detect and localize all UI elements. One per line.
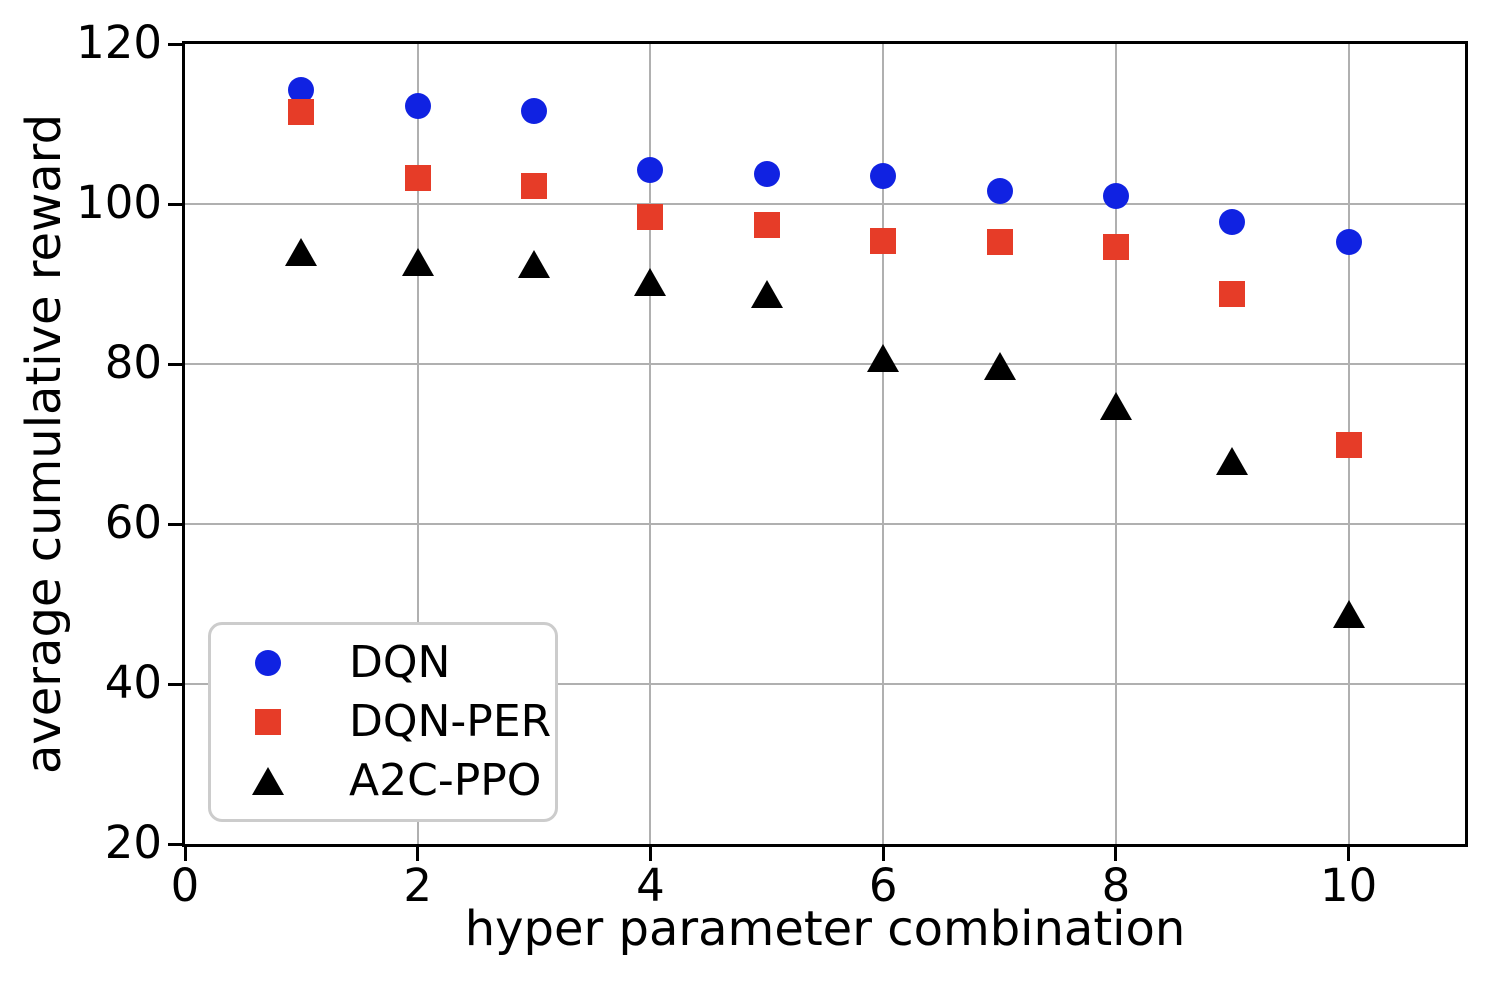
legend-item-label: DQN	[349, 636, 451, 688]
triangle-marker-icon	[251, 764, 285, 798]
data-point-dqn-per	[288, 99, 315, 125]
data-point-a2c-ppo	[867, 343, 900, 372]
legend-item-label: A2C-PPO	[349, 755, 542, 807]
data-point-dqn-per	[753, 211, 780, 238]
x-tick-label: 0	[170, 859, 200, 912]
y-tick-label: 20	[104, 816, 162, 869]
data-point-dqn-per	[870, 227, 897, 254]
data-point-a2c-ppo	[285, 238, 318, 266]
legend-item-label: DQN-PER	[349, 695, 552, 747]
y-tick-label: 80	[104, 336, 162, 389]
data-point-dqn-per	[1102, 234, 1129, 261]
x-tick	[183, 847, 187, 861]
data-point-dqn-per	[986, 229, 1013, 256]
x-tick	[416, 847, 420, 861]
data-point-a2c-ppo	[634, 268, 667, 297]
legend: DQN DQN-PER A2C-PPO	[208, 622, 558, 822]
data-point-dqn	[986, 178, 1013, 205]
data-point-a2c-ppo	[983, 352, 1016, 381]
legend-item-a2c-ppo: A2C-PPO	[211, 759, 555, 803]
data-point-a2c-ppo	[1099, 391, 1132, 420]
data-point-dqn	[637, 157, 664, 184]
x-tick-label: 2	[403, 859, 433, 912]
data-point-a2c-ppo	[1216, 446, 1249, 475]
data-point-a2c-ppo	[1332, 600, 1365, 629]
y-tick	[168, 202, 182, 206]
data-point-dqn	[1219, 208, 1246, 235]
y-tick	[168, 842, 182, 846]
x-tick	[648, 847, 652, 861]
y-gridline	[185, 683, 1465, 685]
data-point-a2c-ppo	[518, 250, 551, 278]
legend-item-dqn: DQN	[211, 636, 555, 688]
x-gridline	[649, 44, 652, 844]
data-point-dqn	[753, 160, 780, 187]
y-gridline	[185, 363, 1465, 365]
x-tick-label: 6	[868, 859, 898, 912]
y-tick	[168, 522, 182, 526]
data-point-dqn-per	[1335, 431, 1362, 458]
x-tick	[1347, 847, 1351, 861]
x-tick-label: 4	[636, 859, 665, 912]
y-axis-label: average cumulative reward	[16, 113, 72, 775]
data-point-dqn	[1102, 183, 1129, 209]
data-point-dqn	[1335, 229, 1362, 256]
data-point-dqn	[870, 163, 897, 189]
x-tick	[881, 847, 885, 861]
x-gridline	[416, 44, 419, 844]
x-tick-label: 10	[1319, 859, 1378, 912]
x-tick	[1114, 847, 1118, 861]
data-point-a2c-ppo	[401, 248, 434, 277]
circle-marker-icon	[251, 646, 285, 680]
data-point-dqn-per	[521, 173, 548, 200]
x-axis-label: hyper parameter combination	[464, 901, 1186, 957]
x-gridline	[1114, 44, 1117, 844]
legend-item-dqn-per: DQN-PER	[211, 695, 555, 747]
data-point-dqn-per	[637, 203, 664, 230]
y-tick-label: 100	[76, 176, 162, 229]
data-point-dqn	[404, 93, 431, 120]
y-tick-label: 120	[76, 16, 162, 69]
y-tick	[168, 42, 182, 46]
x-tick-label: 8	[1101, 859, 1131, 912]
data-point-dqn-per	[404, 164, 431, 191]
data-point-dqn	[521, 98, 548, 125]
y-tick	[168, 682, 182, 686]
y-gridline	[185, 523, 1465, 525]
y-gridline	[185, 203, 1465, 205]
square-marker-icon	[251, 705, 285, 739]
data-point-a2c-ppo	[750, 279, 783, 308]
data-point-dqn-per	[1219, 280, 1246, 307]
y-tick	[168, 362, 182, 366]
y-tick-label: 60	[104, 496, 162, 549]
y-tick-label: 40	[104, 656, 162, 709]
x-gridline	[882, 44, 885, 844]
